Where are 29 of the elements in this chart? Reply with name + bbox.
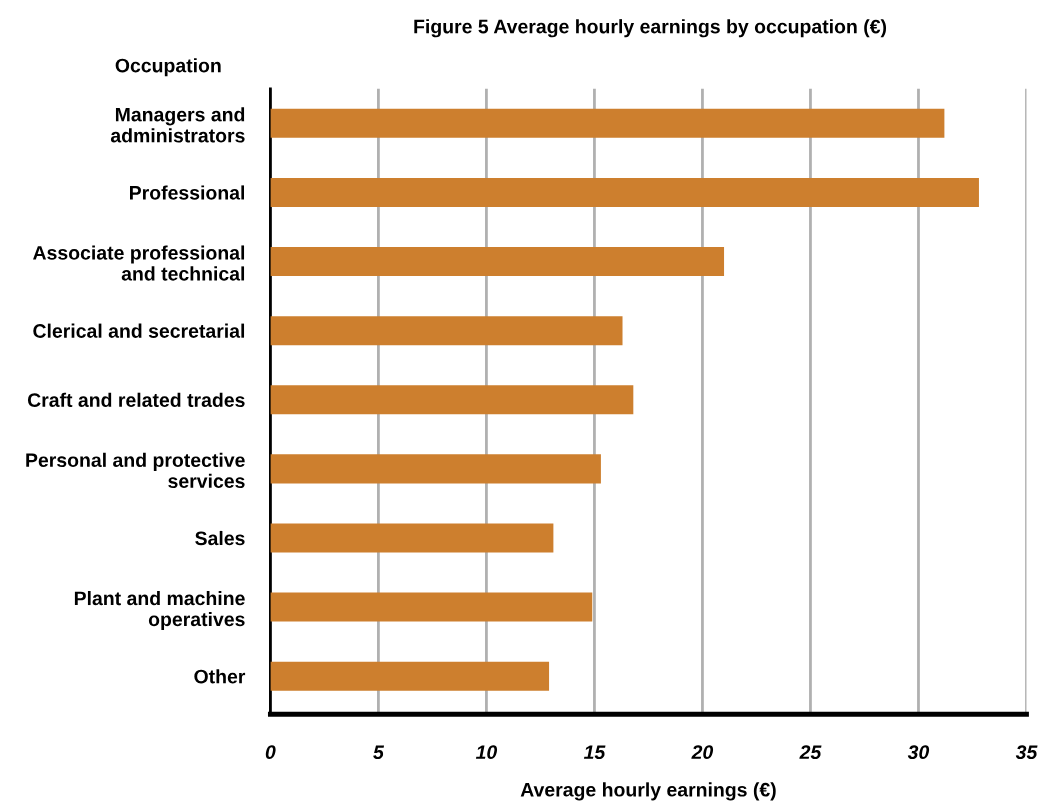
y-axis-title: Occupation xyxy=(115,58,221,77)
bar xyxy=(270,108,945,138)
bar xyxy=(270,247,725,277)
y-tick-label: Clerical and secretarial xyxy=(33,323,245,338)
x-axis-title: Average hourly earnings (€) xyxy=(520,782,776,801)
x-tick-label: 25 xyxy=(799,745,822,760)
bar xyxy=(270,523,554,553)
x-tick-label: 5 xyxy=(373,745,385,760)
bar xyxy=(270,316,623,346)
y-tick-label: Plant and machine operatives xyxy=(74,590,245,631)
y-tick-label: Professional xyxy=(130,185,245,200)
bar xyxy=(270,592,593,622)
y-tick-label: Sales xyxy=(195,530,245,546)
bar xyxy=(270,177,979,207)
y-tick-label: Associate professional and technical xyxy=(33,245,245,281)
chart-title: Figure 5 Average hourly earnings by occupation (€) xyxy=(414,19,887,38)
x-tick-label: 30 xyxy=(907,745,930,760)
x-tick-label: 20 xyxy=(691,745,714,760)
bar xyxy=(270,385,634,415)
x-tick-label: 15 xyxy=(583,745,606,760)
y-tick-label: Craft and related trades xyxy=(27,392,245,407)
x-tick-label: 0 xyxy=(265,745,276,760)
x-tick-label: 10 xyxy=(475,745,498,760)
bar xyxy=(270,661,550,691)
x-tick-label: 35 xyxy=(1015,745,1038,760)
bar xyxy=(270,454,601,484)
y-tick-label: Managers and administrators xyxy=(110,107,245,143)
y-tick-label: Personal and protective services xyxy=(26,452,245,488)
y-tick-label: Other xyxy=(194,669,246,684)
